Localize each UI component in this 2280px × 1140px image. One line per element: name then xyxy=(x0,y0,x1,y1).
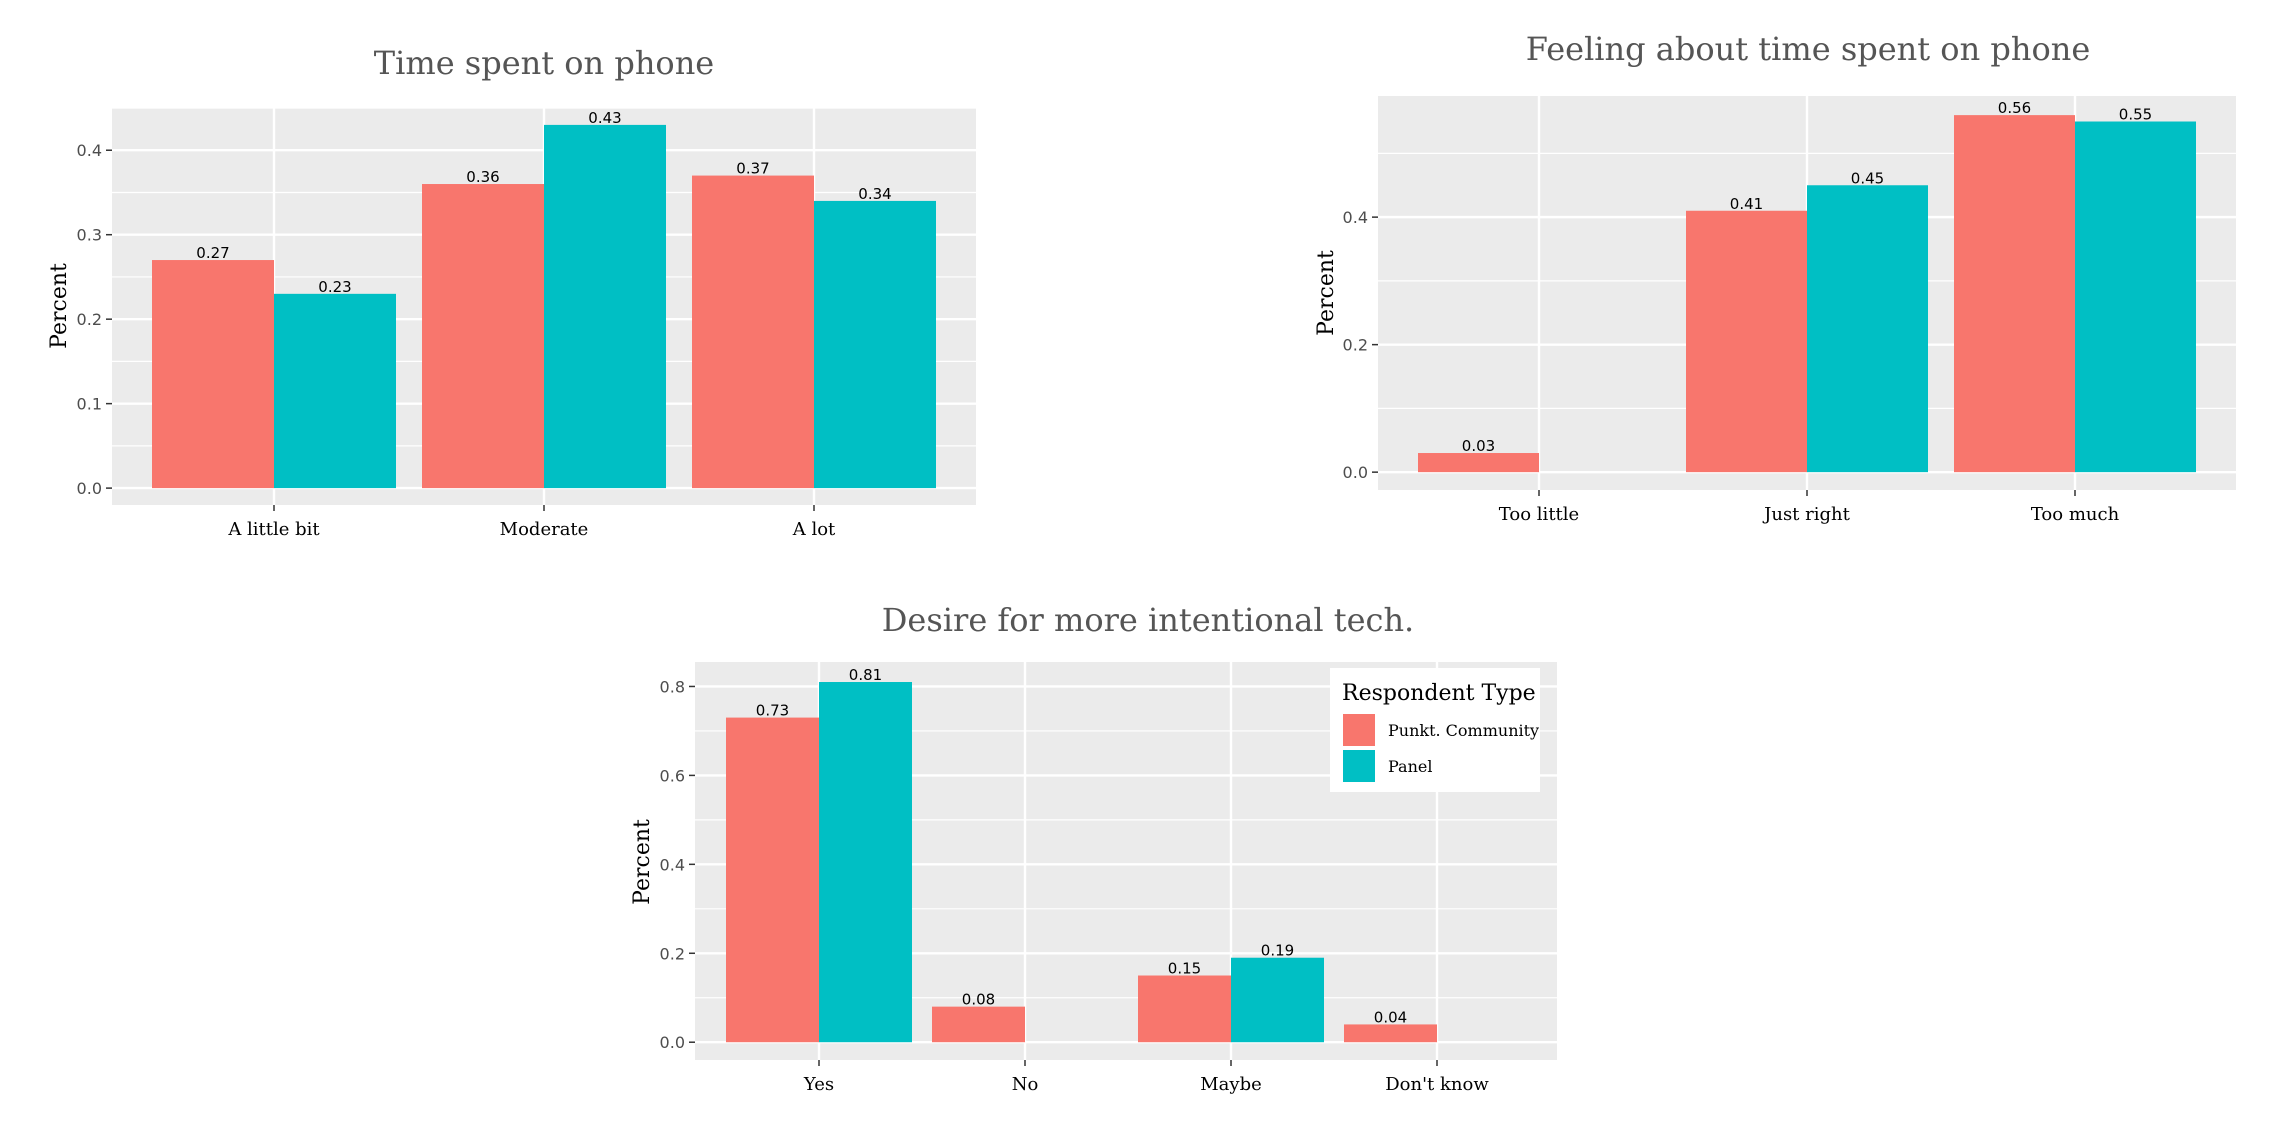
bar xyxy=(422,184,544,489)
y-tick-label: 0.4 xyxy=(77,141,102,160)
chart-desire-intentional-tech: 0.73 0.08 0.15 0.04 0.81 0.19 0.0 0.2 0.4 0.6 0.8… xyxy=(630,601,1557,1095)
y-tick-label: 0.2 xyxy=(1343,336,1368,355)
chart-1-y-ticks: 0.0 0.1 0.2 0.3 0.4 xyxy=(77,141,112,498)
bar xyxy=(1954,115,2075,473)
y-tick-label: 0.0 xyxy=(660,1033,685,1052)
chart-1-value-labels: 0.27 0.36 0.37 0.23 0.43 0.34 xyxy=(196,109,891,296)
y-tick-label: 0.3 xyxy=(77,226,102,245)
bar-value-label: 0.37 xyxy=(736,160,769,178)
bar-value-label: 0.19 xyxy=(1261,942,1294,960)
bar xyxy=(1418,453,1539,473)
bar xyxy=(1138,975,1231,1043)
x-tick-label: No xyxy=(1012,1074,1039,1095)
y-tick-label: 0.8 xyxy=(660,677,685,696)
chart-3-bars xyxy=(726,682,1437,1043)
bar xyxy=(1807,185,1928,473)
bar xyxy=(2075,121,2196,473)
bar xyxy=(1344,1024,1437,1043)
bar-value-label: 0.08 xyxy=(962,991,995,1009)
chart-1-bars xyxy=(152,124,936,489)
x-tick-label: Just right xyxy=(1762,504,1850,525)
chart-feeling-about-time: 0.03 0.41 0.56 0.45 0.55 0.0 0.2 0.4 Too littl… xyxy=(1314,30,2236,525)
bar xyxy=(274,293,396,489)
x-tick-label: Too little xyxy=(1499,504,1579,525)
chart-2-y-ticks: 0.0 0.2 0.4 xyxy=(1343,208,1378,482)
chart-2-y-axis-label: Percent xyxy=(1314,250,1339,336)
chart-3-x-ticks: Yes No Maybe Don't know xyxy=(803,1060,1489,1095)
y-tick-label: 0.4 xyxy=(1343,208,1368,227)
x-tick-label: Too much xyxy=(2031,504,2120,525)
chart-2-x-ticks: Too little Just right Too much xyxy=(1499,490,2120,525)
legend-swatch-panel xyxy=(1343,750,1375,782)
bar xyxy=(544,124,666,489)
x-tick-label: A lot xyxy=(792,519,836,540)
bar xyxy=(1231,957,1324,1043)
chart-2-bars xyxy=(1418,115,2196,473)
bar xyxy=(814,200,936,489)
chart-1-title: Time spent on phone xyxy=(374,44,714,82)
chart-1-y-axis-label: Percent xyxy=(47,263,72,349)
legend-title: Respondent Type xyxy=(1342,681,1536,706)
bar-value-label: 0.34 xyxy=(858,185,891,203)
chart-3-y-axis-label: Percent xyxy=(630,819,655,905)
chart-3-value-labels: 0.73 0.08 0.15 0.04 0.81 0.19 xyxy=(756,666,1407,1026)
bar-value-label: 0.15 xyxy=(1168,960,1201,978)
bar xyxy=(726,717,819,1043)
x-tick-label: Don't know xyxy=(1385,1074,1489,1095)
y-tick-label: 0.6 xyxy=(660,766,685,785)
y-tick-label: 0.0 xyxy=(1343,463,1368,482)
chart-2-value-labels: 0.03 0.41 0.56 0.45 0.55 xyxy=(1462,99,2152,455)
legend: Respondent Type Punkt. Community Panel xyxy=(1330,668,1540,792)
bar-value-label: 0.23 xyxy=(318,278,351,296)
x-tick-label: A little bit xyxy=(227,519,320,540)
bar-value-label: 0.36 xyxy=(466,168,499,186)
y-tick-label: 0.4 xyxy=(660,855,685,874)
bar xyxy=(1686,210,1807,473)
bar-value-label: 0.03 xyxy=(1462,437,1495,455)
bar xyxy=(932,1006,1025,1043)
bar-value-label: 0.55 xyxy=(2119,106,2152,124)
x-tick-label: Yes xyxy=(803,1074,834,1095)
bar-value-label: 0.43 xyxy=(588,109,621,127)
x-tick-label: Maybe xyxy=(1200,1074,1262,1095)
chart-2-title: Feeling about time spent on phone xyxy=(1526,30,2091,68)
bar-value-label: 0.45 xyxy=(1851,169,1884,187)
y-tick-label: 0.1 xyxy=(77,395,102,414)
y-tick-label: 0.2 xyxy=(77,310,102,329)
bar-value-label: 0.04 xyxy=(1374,1008,1407,1026)
bar xyxy=(819,682,912,1043)
bar xyxy=(692,175,814,489)
bar-value-label: 0.73 xyxy=(756,702,789,720)
chart-3-title: Desire for more intentional tech. xyxy=(882,601,1414,639)
legend-label-panel: Panel xyxy=(1388,757,1432,776)
bar-value-label: 0.41 xyxy=(1730,195,1763,213)
legend-swatch-punkt-community xyxy=(1343,714,1375,746)
bar xyxy=(152,260,274,489)
chart-3-y-ticks: 0.0 0.2 0.4 0.6 0.8 xyxy=(660,677,695,1052)
chart-time-spent-on-phone: 0.27 0.36 0.37 0.23 0.43 0.34 0.0 0.1 0.2 0.3 0.4… xyxy=(47,44,976,540)
chart-1-x-ticks: A little bit Moderate A lot xyxy=(227,505,836,540)
legend-label-punkt-community: Punkt. Community xyxy=(1388,721,1539,740)
bar-value-label: 0.81 xyxy=(849,666,882,684)
bar-value-label: 0.56 xyxy=(1998,99,2031,117)
y-tick-label: 0.0 xyxy=(77,479,102,498)
bar-value-label: 0.27 xyxy=(196,244,229,262)
y-tick-label: 0.2 xyxy=(660,944,685,963)
x-tick-label: Moderate xyxy=(500,519,589,540)
